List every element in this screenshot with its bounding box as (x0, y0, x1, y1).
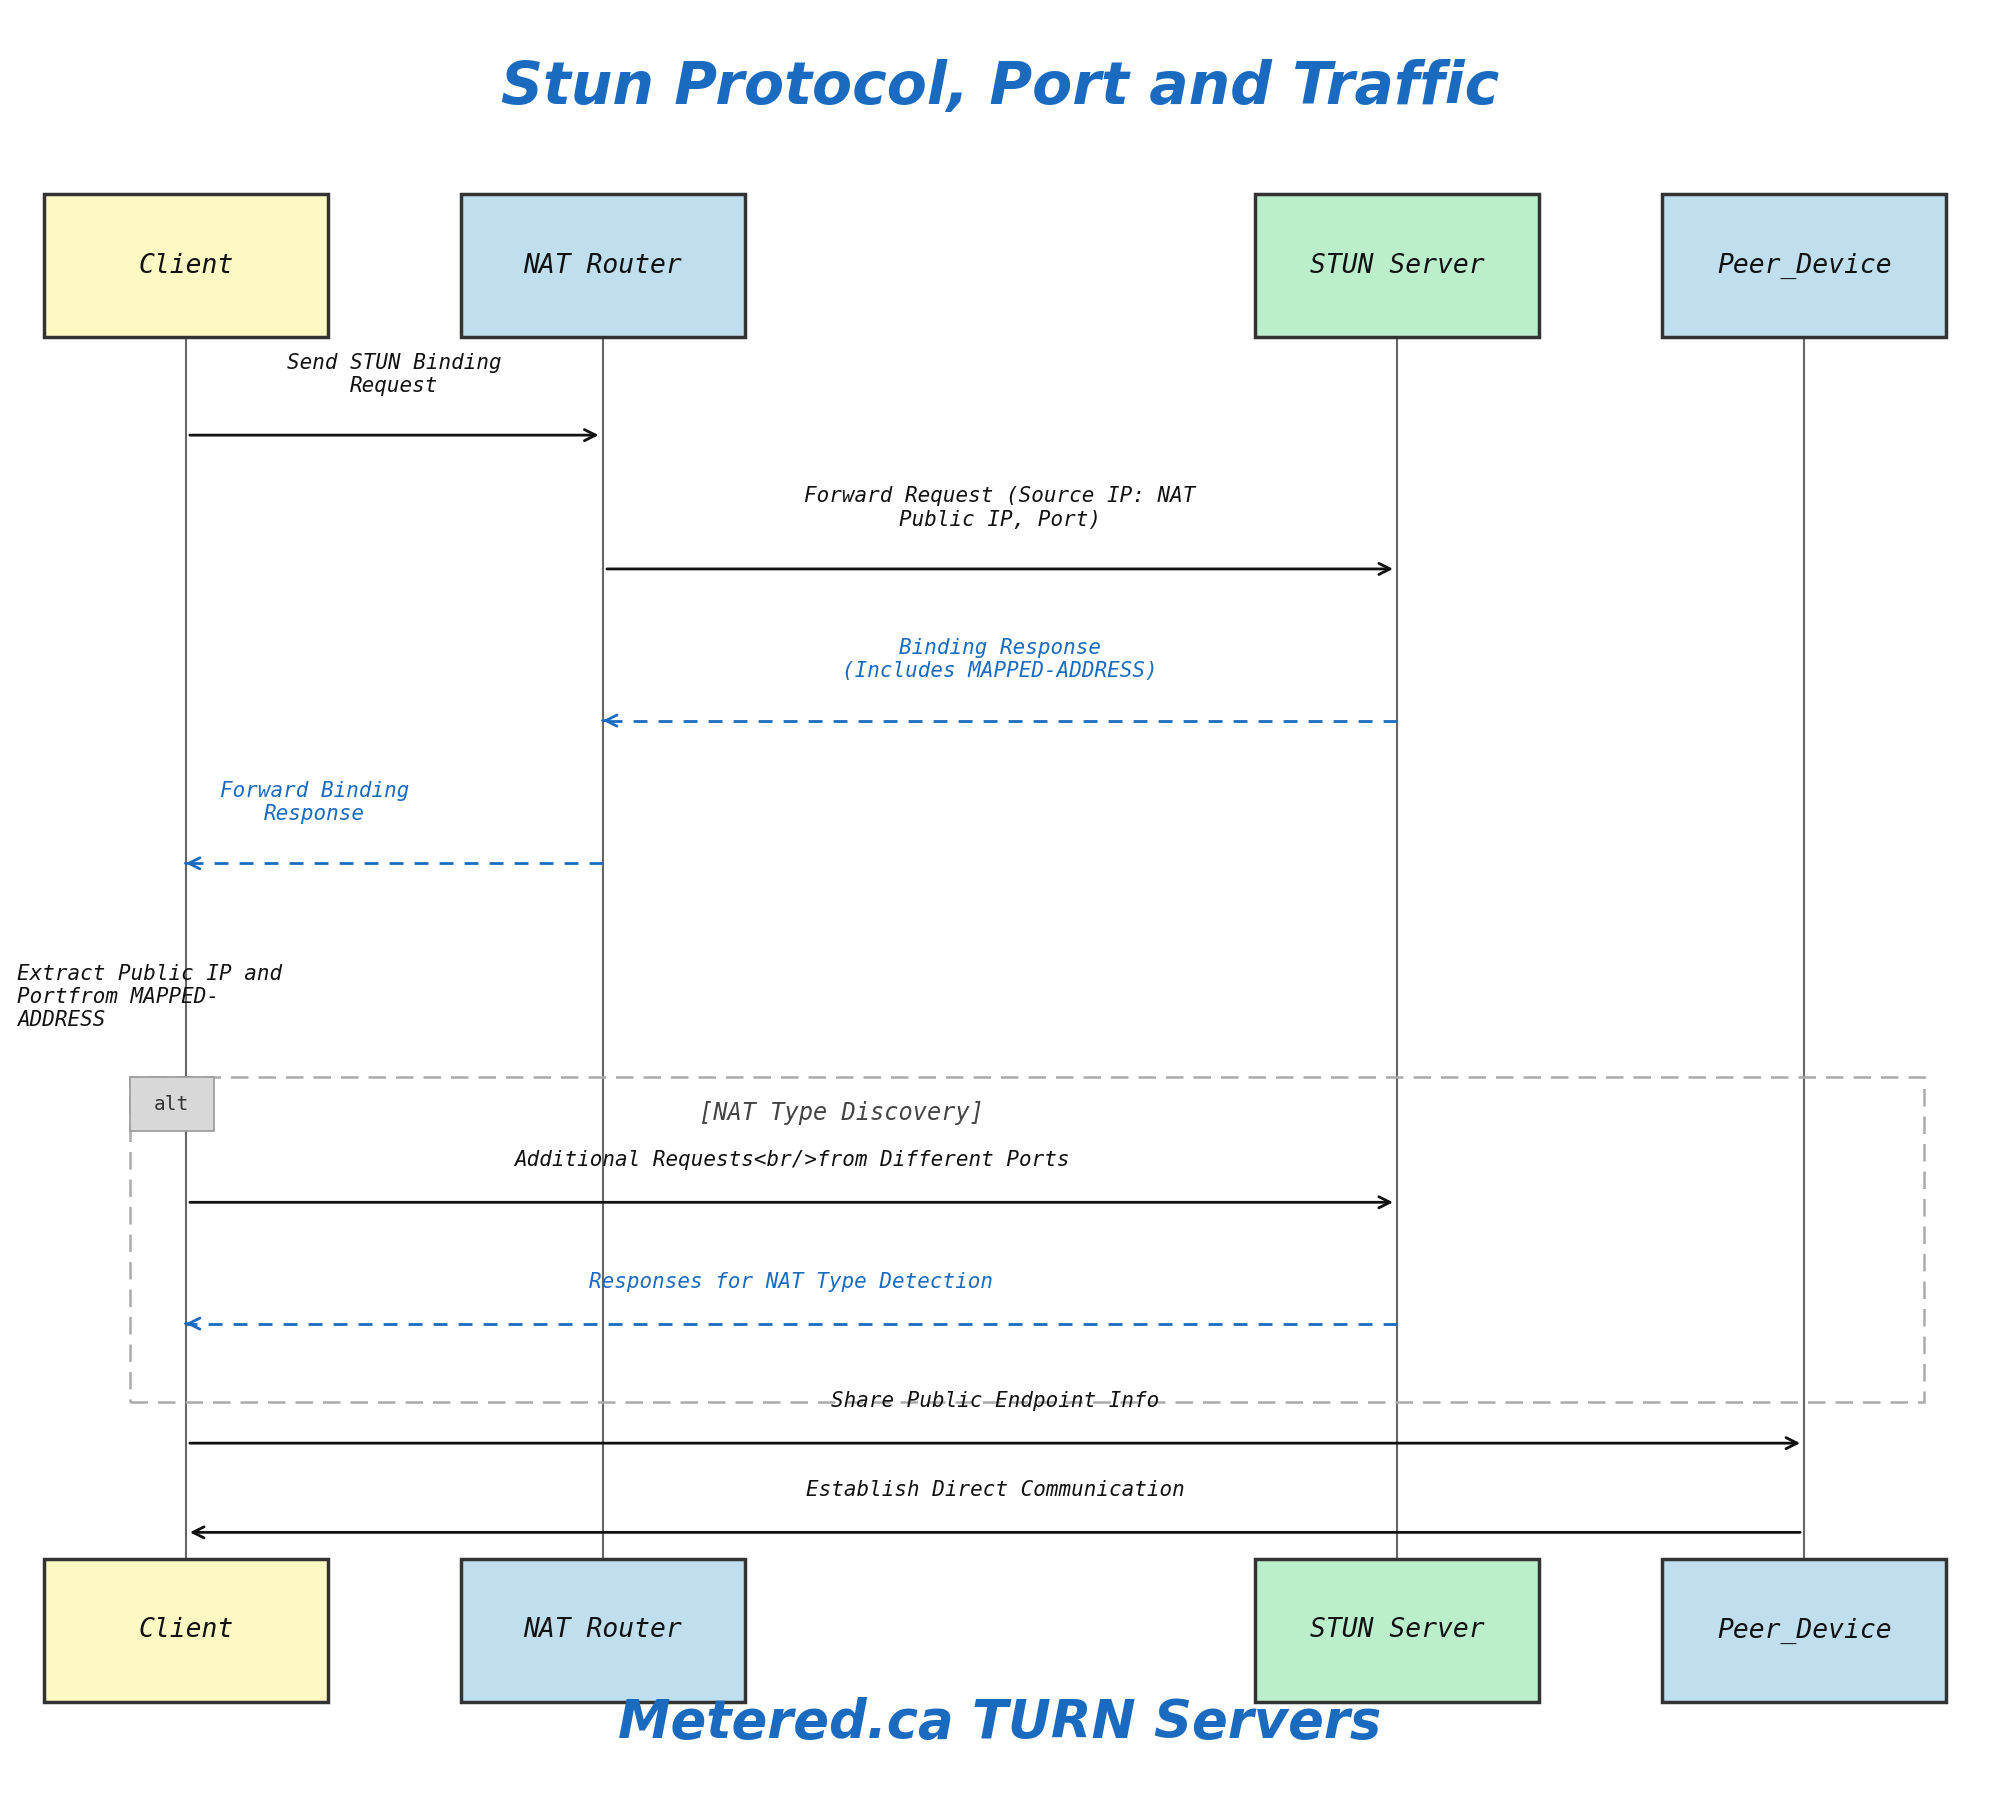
Text: Client: Client (138, 1618, 234, 1643)
Text: Responses for NAT Type Detection: Responses for NAT Type Detection (590, 1271, 994, 1291)
FancyBboxPatch shape (1256, 1559, 1540, 1703)
Text: Additional Requests<br/>from Different Ports: Additional Requests<br/>from Different P… (514, 1151, 1070, 1170)
Text: [NAT Type Discovery]: [NAT Type Discovery] (698, 1100, 984, 1126)
Text: Forward Request (Source IP: NAT
Public IP, Port): Forward Request (Source IP: NAT Public I… (804, 487, 1196, 530)
FancyBboxPatch shape (1662, 1559, 1946, 1703)
FancyBboxPatch shape (460, 1559, 744, 1703)
Text: STUN Server: STUN Server (1310, 1618, 1484, 1643)
Text: Peer_Device: Peer_Device (1718, 1618, 1892, 1643)
Text: Forward Binding
Response: Forward Binding Response (220, 780, 410, 823)
Text: Send STUN Binding
Request: Send STUN Binding Request (286, 352, 502, 396)
Text: Establish Direct Communication: Establish Direct Communication (806, 1480, 1184, 1500)
Text: Extract Public IP and
Portfrom MAPPED-
ADDRESS: Extract Public IP and Portfrom MAPPED- A… (16, 964, 282, 1030)
Text: Metered.ca TURN Servers: Metered.ca TURN Servers (618, 1697, 1382, 1749)
Text: Client: Client (138, 254, 234, 279)
FancyBboxPatch shape (44, 1559, 328, 1703)
Bar (130, 1077, 1924, 1402)
FancyBboxPatch shape (1256, 194, 1540, 336)
Text: Binding Response
(Includes MAPPED-ADDRESS): Binding Response (Includes MAPPED-ADDRES… (842, 638, 1158, 681)
FancyBboxPatch shape (460, 194, 744, 336)
Text: NAT Router: NAT Router (524, 1618, 682, 1643)
Text: alt: alt (154, 1095, 190, 1113)
Text: STUN Server: STUN Server (1310, 254, 1484, 279)
Bar (130, 1077, 214, 1131)
Text: Stun Protocol, Port and Traffic: Stun Protocol, Port and Traffic (500, 59, 1500, 115)
Text: Share Public Endpoint Info: Share Public Endpoint Info (830, 1392, 1160, 1411)
Text: Peer_Device: Peer_Device (1718, 252, 1892, 279)
Text: NAT Router: NAT Router (524, 254, 682, 279)
FancyBboxPatch shape (1662, 194, 1946, 336)
FancyBboxPatch shape (44, 194, 328, 336)
